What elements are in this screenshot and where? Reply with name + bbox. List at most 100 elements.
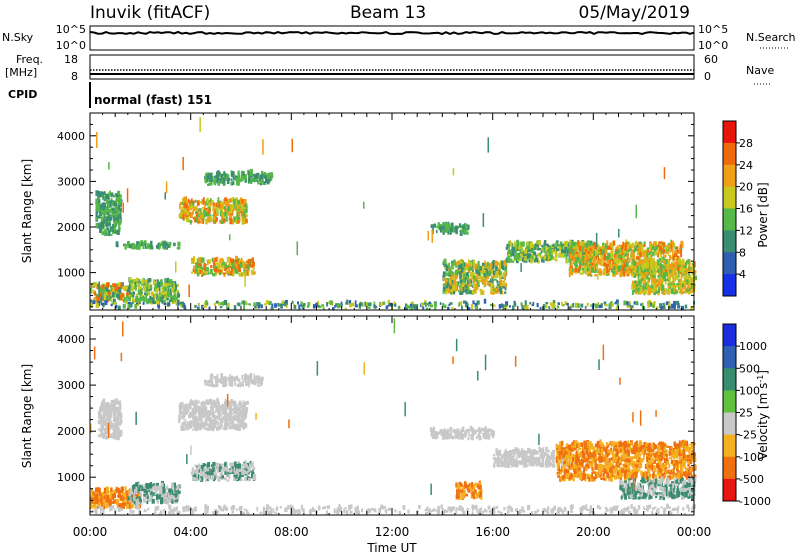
range-cell-p2 [149,489,151,494]
range-cell-p0 [122,501,125,504]
range-cell-p10 [649,257,652,261]
range-cell-p8 [492,260,496,266]
range-cell-p7 [438,224,442,228]
range-cell-p9 [518,245,521,251]
range-cell-p10 [568,272,571,278]
range-streak [175,261,177,273]
range-cell-p9 [526,241,529,246]
range-cell-p11 [662,266,666,269]
range-cell-p11 [636,289,639,294]
range-cell-p11 [652,286,655,290]
range-cell-p3 [184,403,187,407]
range-cell-p10 [659,246,662,251]
range-cell-p10 [601,246,604,250]
range-cell-p10 [589,257,593,261]
range-cell-p3 [157,279,159,283]
range-cell-p3 [187,424,190,430]
range-cell-p1 [97,419,101,425]
range-cell-p2 [176,247,180,250]
range-cell-p4 [237,220,240,224]
range-cell-p1 [100,216,104,219]
range-cell-p3 [193,403,196,409]
range-cell-p4 [212,205,215,211]
range-cell-p12 [127,301,131,306]
range-cell-p11 [689,268,693,272]
range-cell-p0 [123,297,126,303]
range-cell-p12 [681,305,685,310]
range-cell-p3 [198,410,201,415]
range-cell-p7 [461,227,464,233]
range-cell-p8 [443,264,447,267]
range-cell-p11 [670,282,673,285]
range-cell-p9 [544,247,547,253]
range-cell-p0 [127,292,130,295]
range-cell-p8 [452,288,456,295]
range-cell-p1 [108,421,111,427]
range-cell-p5 [224,264,228,269]
range-cell-p3 [138,286,142,289]
range-cell-p11 [648,288,652,294]
range-cell-p9 [516,243,519,248]
range-cell-p11 [673,285,676,289]
range-cell-p12 [129,303,133,308]
range-cell-p10 [584,270,588,275]
range-cell-p8 [470,279,473,284]
range-cell-p10 [634,240,637,247]
range-cell-p1 [102,432,105,439]
range-cell-p10 [587,272,589,277]
range-cell-p6 [230,181,233,186]
range-cell-p10 [607,245,611,250]
range-cell-p2 [138,497,142,502]
range-cell-p10 [572,258,576,264]
range-cell-p8 [453,273,456,278]
range-cell-p11 [666,278,670,282]
range-cell-p3 [176,297,178,300]
range-cell-p9 [561,249,564,254]
range-cell-p12 [677,302,680,308]
range-cell-p0 [103,487,106,494]
range-cell-p1 [118,196,120,201]
range-cell-p7 [459,229,462,232]
range-cell-p4 [231,218,234,225]
range-cell-p10 [623,250,627,254]
range-cell-p10 [618,259,622,263]
range-cell-p2 [177,490,181,494]
range-cell-p9 [560,243,563,246]
range-cell-p8 [477,277,481,280]
range-cell-p10 [604,243,608,249]
power-frame [89,112,695,311]
range-cell-p8 [491,282,494,286]
range-cell-p4 [233,216,236,223]
range-cell-p8 [477,281,479,287]
range-cell-p3 [155,284,158,289]
range-cell-p0 [101,502,104,507]
range-cell-p2 [157,485,161,491]
range-cell-p10 [622,260,625,266]
range-cell-p12 [298,304,301,310]
range-cell-p10 [628,248,632,252]
range-cell-p10 [586,251,588,256]
range-cell-p10 [593,250,595,256]
range-cell-p9 [547,245,551,248]
range-cell-p12 [584,306,587,309]
range-cell-p9 [573,250,575,253]
range-cell-p2 [147,495,149,499]
range-cell-p1 [108,425,111,431]
range-cell-p7 [443,221,446,228]
date-title: 05/May/2019 [579,3,691,23]
range-cell-p9 [510,258,513,262]
range-cell-p12 [367,306,371,309]
range-cell-p11 [674,272,678,277]
range-cell-p12 [539,306,542,310]
velocity-heatmap [90,318,697,515]
range-cell-p0 [95,498,98,504]
range-cell-p1 [97,209,101,212]
range-cell-p8 [492,277,494,284]
range-cell-p11 [643,262,646,266]
range-cell-p12 [122,303,126,309]
range-cell-p10 [615,270,618,275]
range-cell-p10 [590,274,593,277]
range-cell-p10 [628,245,630,250]
range-cell-p0 [92,291,95,295]
range-cell-p10 [581,260,584,264]
